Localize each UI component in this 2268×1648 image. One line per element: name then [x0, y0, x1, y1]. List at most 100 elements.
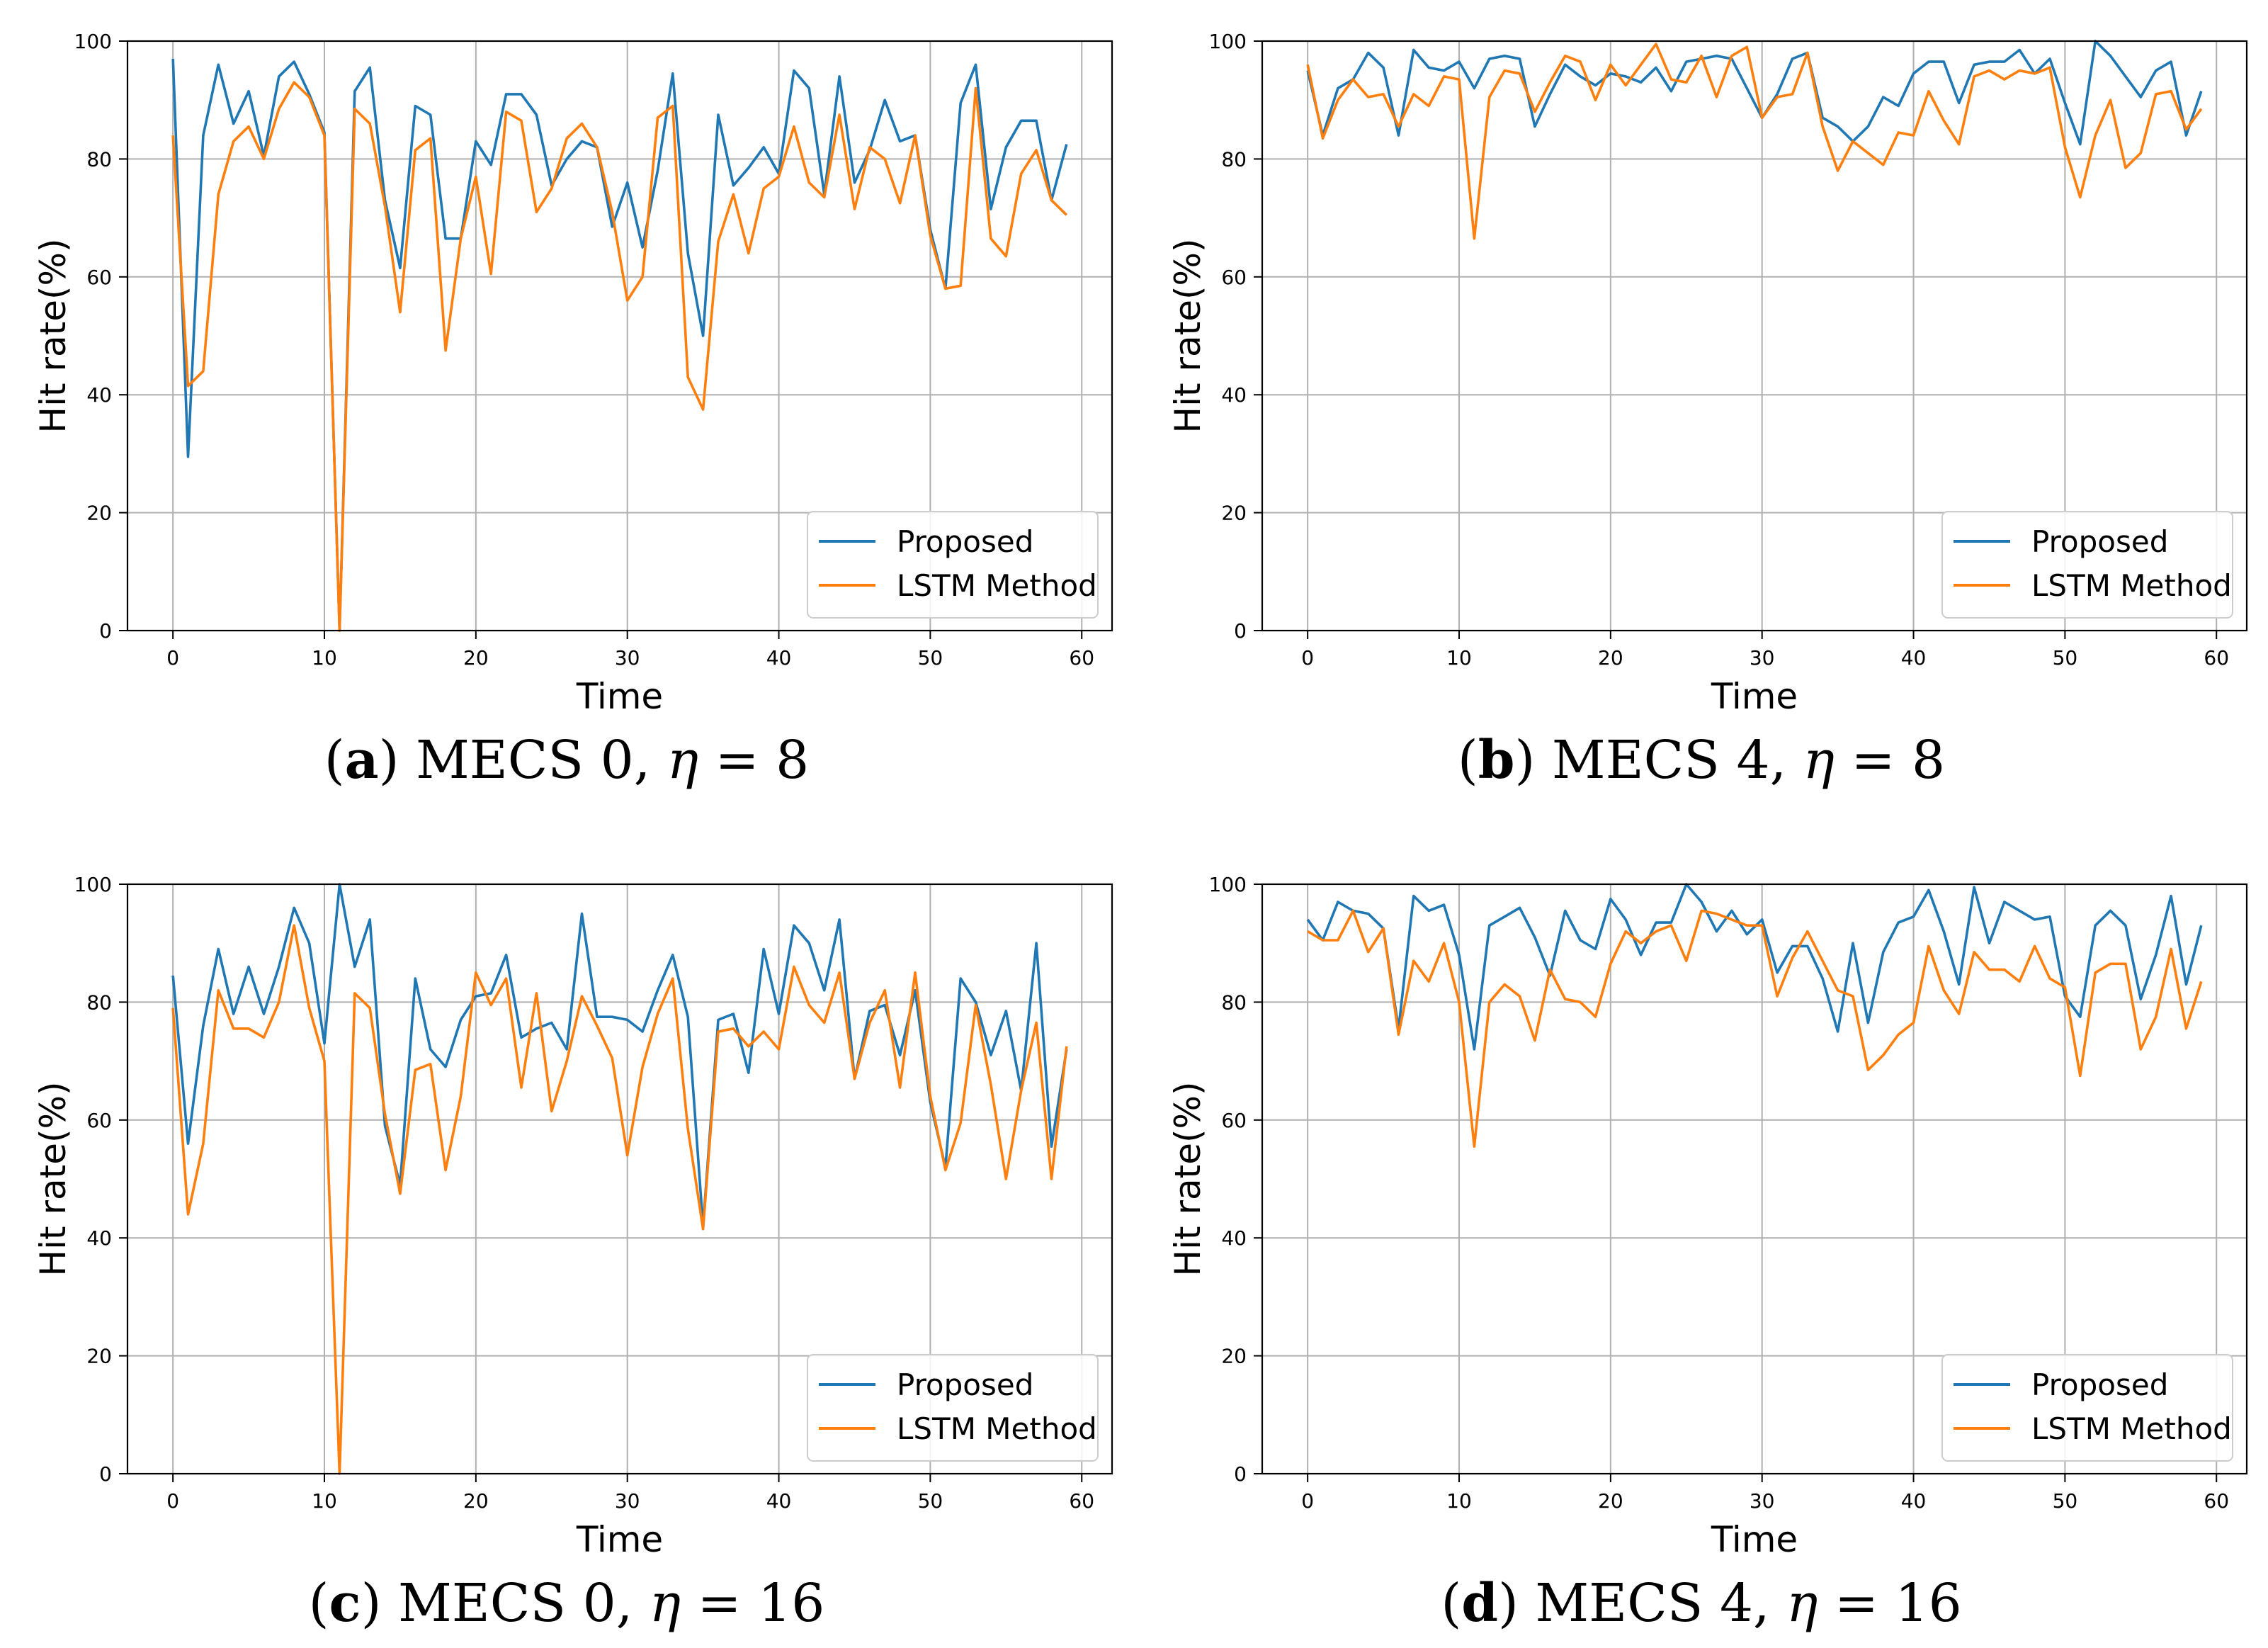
plot-frame — [1261, 40, 2248, 632]
plot-frame — [1261, 883, 2248, 1475]
caption-text: MECS 4, — [1535, 1573, 1787, 1634]
legend-label: Proposed — [897, 524, 1033, 559]
x-tick-label: 10 — [1446, 1489, 1472, 1513]
caption-eq: = 8 — [698, 730, 810, 791]
legend-label: LSTM Method — [2031, 1411, 2232, 1446]
legend: Proposed LSTM Method — [807, 511, 1099, 619]
caption-eq: = 16 — [1818, 1573, 1962, 1634]
legend-label: LSTM Method — [897, 568, 1097, 603]
y-tick-label: 40 — [86, 1226, 112, 1250]
legend-box — [1941, 511, 2233, 619]
x-tick-label: 50 — [2053, 1489, 2078, 1513]
y-tick-label: 100 — [74, 873, 112, 896]
legend-box — [1941, 1354, 2233, 1462]
x-tick-label: 50 — [918, 1489, 943, 1513]
legend-label: Proposed — [2031, 524, 2168, 559]
x-tick-label: 20 — [463, 1489, 489, 1513]
caption-text: MECS 0, — [415, 730, 667, 791]
series-line-proposed — [1306, 883, 2203, 1051]
y-axis-label: Hit rate(%) — [1167, 1081, 1208, 1276]
y-tick-label: 40 — [1221, 383, 1247, 407]
y-tick-label: 100 — [1209, 30, 1247, 53]
legend-label: LSTM Method — [2031, 568, 2232, 603]
y-tick-label: 20 — [1221, 1345, 1247, 1368]
legend-label: LSTM Method — [897, 1411, 1097, 1446]
y-tick-label: 60 — [1221, 266, 1247, 289]
x-tick-label: 10 — [312, 1489, 337, 1513]
x-tick-label: 40 — [766, 1489, 792, 1513]
legend: Proposed LSTM Method — [1941, 1354, 2233, 1462]
caption-eta: η — [1786, 1573, 1818, 1634]
x-tick-label: 0 — [1301, 1489, 1314, 1513]
legend: Proposed LSTM Method — [1941, 511, 2233, 619]
y-tick-label: 60 — [86, 266, 112, 289]
caption-text: MECS 4, — [1551, 730, 1803, 791]
legend-box — [807, 511, 1099, 619]
x-tick-label: 60 — [1069, 1489, 1094, 1513]
y-tick-label: 0 — [99, 1462, 112, 1486]
caption-a: (a) MECS 0, η = 8 — [324, 730, 810, 791]
x-axis-label: Time — [1711, 676, 1798, 717]
chart-panel-c: 0 10 20 30 40 50 60 0 20 40 60 80 100 Time Hit rate(%)… — [33, 873, 1113, 1560]
y-tick-label: 80 — [86, 147, 112, 171]
x-tick-label: 30 — [1750, 646, 1775, 670]
x-axis-label: Time — [576, 1519, 663, 1560]
x-tick-label: 0 — [1301, 646, 1314, 670]
y-tick-label: 80 — [1221, 991, 1247, 1014]
series-line-lstm-method — [1307, 909, 2203, 1148]
y-tick-label: 20 — [86, 1345, 112, 1368]
x-tick-label: 50 — [918, 646, 943, 670]
series-line-lstm-method — [171, 924, 1068, 1475]
x-tick-label: 20 — [463, 646, 489, 670]
x-tick-label: 10 — [1446, 646, 1472, 670]
x-tick-label: 30 — [1750, 1489, 1775, 1513]
y-tick-label: 20 — [86, 502, 112, 525]
y-tick-label: 20 — [1221, 502, 1247, 525]
y-tick-label: 40 — [1221, 1226, 1247, 1250]
y-axis-label: Hit rate(%) — [1167, 238, 1208, 433]
x-tick-label: 40 — [1901, 646, 1927, 670]
y-tick-label: 60 — [1221, 1109, 1247, 1132]
y-tick-label: 80 — [86, 991, 112, 1014]
caption-eq: = 8 — [1835, 730, 1946, 791]
series-line-proposed — [171, 883, 1068, 1228]
x-tick-label: 30 — [615, 646, 640, 670]
y-tick-label: 80 — [1221, 147, 1247, 171]
x-tick-label: 20 — [1598, 1489, 1623, 1513]
y-tick-label: 100 — [1209, 873, 1247, 896]
legend-box — [807, 1354, 1099, 1462]
x-tick-label: 60 — [1069, 646, 1094, 670]
caption-letter: c — [329, 1573, 361, 1634]
x-axis-label: Time — [1711, 1519, 1798, 1560]
plot-frame — [126, 40, 1113, 632]
x-tick-label: 60 — [2204, 646, 2229, 670]
plot-frame — [126, 883, 1113, 1475]
y-tick-label: 40 — [86, 383, 112, 407]
series-line-lstm-method — [1306, 43, 2203, 240]
legend: Proposed LSTM Method — [807, 1354, 1099, 1462]
caption-c: (c) MECS 0, η = 16 — [308, 1573, 825, 1634]
y-axis-label: Hit rate(%) — [33, 238, 74, 433]
caption-eta: η — [1803, 730, 1835, 791]
x-tick-label: 20 — [1598, 646, 1623, 670]
y-tick-label: 0 — [1234, 619, 1247, 643]
y-axis-label: Hit rate(%) — [33, 1081, 74, 1276]
x-tick-label: 30 — [615, 1489, 640, 1513]
x-axis-label: Time — [576, 676, 663, 717]
y-tick-label: 60 — [86, 1109, 112, 1132]
caption-d: (d) MECS 4, η = 16 — [1441, 1573, 1962, 1634]
chart-panel-b: 0 10 20 30 40 50 60 0 20 40 60 80 100 Time Hit rate(%)… — [1167, 30, 2248, 717]
y-tick-label: 100 — [74, 30, 112, 53]
caption-eq: = 16 — [681, 1573, 825, 1634]
x-tick-label: 40 — [766, 646, 792, 670]
x-tick-label: 60 — [2204, 1489, 2229, 1513]
x-tick-label: 0 — [166, 1489, 179, 1513]
caption-letter: d — [1461, 1573, 1498, 1634]
x-tick-label: 10 — [312, 646, 337, 670]
legend-label: Proposed — [2031, 1367, 2168, 1402]
y-tick-label: 0 — [99, 619, 112, 643]
caption-letter: b — [1478, 730, 1515, 791]
caption-text: MECS 0, — [398, 1573, 650, 1634]
series-line-lstm-method — [171, 81, 1068, 632]
